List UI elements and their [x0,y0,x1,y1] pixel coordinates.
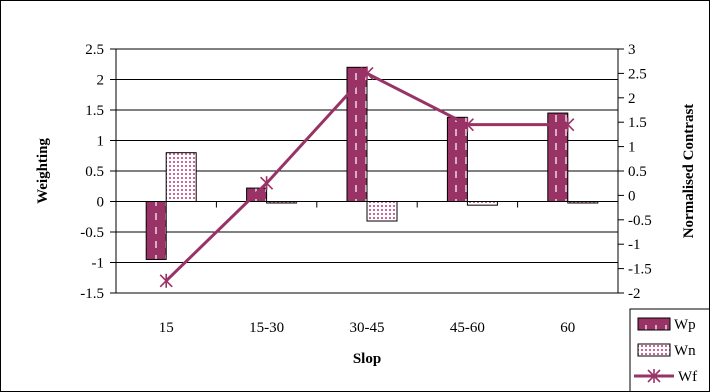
y2-tick-label: -1.5 [628,262,652,278]
legend-marker-wf [647,369,661,383]
legend-label-wf: Wf [678,369,697,385]
y-tick-label: -1.5 [80,286,104,302]
wf-marker [460,117,474,132]
y-tick-label: -0.5 [80,225,104,241]
y-tick-label: 2 [97,73,105,89]
x-axis-title: Slop [353,351,381,367]
y2-tick-label: 2.5 [628,66,647,82]
y2-tick-label: -0.5 [628,213,652,229]
wf-marker [260,176,274,191]
legend-swatch-wn [637,343,671,357]
y2-tick-label: -2 [628,286,641,302]
wf-marker [360,66,374,81]
bar-wp [145,201,167,260]
y2-tick-label: 1 [628,140,636,156]
bar-wn [366,201,398,222]
y2-tick-label: 0.5 [628,164,647,180]
y-tick-label: 0.5 [85,164,104,180]
wf-marker [159,273,173,288]
y-tick-label: 0 [97,195,105,211]
y2-tick-label: 3 [628,42,636,58]
y2-tick-label: 0 [628,188,636,204]
y-tick-label: 1 [97,134,105,150]
legend-label-wp: Wp [674,317,696,333]
x-tick-label: 45-60 [450,320,485,336]
bars [145,66,599,260]
bar-wp [346,66,368,202]
x-tick-label: 15-30 [249,320,284,336]
y2-tick-label: -1 [628,237,641,253]
bar-wn [165,152,197,202]
y-axis-title: Weighting [35,138,51,204]
legend-swatch-wp [637,317,671,331]
wf-marker [561,117,575,132]
legend: Wp Wn Wf [629,308,709,391]
x-tick-label: 30-45 [350,320,385,336]
y-tick-label: -1 [92,256,105,272]
x-tick-label: 60 [560,320,575,336]
y2-tick-label: 2 [628,91,636,107]
x-tick-label: 15 [159,320,174,336]
bar-wn [466,201,498,206]
axes [110,48,624,294]
wf-line [159,66,575,288]
bar-wp [547,112,569,202]
legend-label-wn: Wn [674,343,696,359]
axis-titles: Slop Weighting Normalised Contrast [35,104,697,367]
y2-axis-title: Normalised Contrast [681,104,697,239]
y-tick-label: 2.5 [85,42,104,58]
tick-labels: -1.5 -1 -0.5 0 0.5 1 1.5 2 2.5 -2 -1.5 -1 -0.5 0 0.5 1 1… [80,42,652,336]
y2-tick-label: 1.5 [628,115,647,131]
bar-wp [446,116,468,202]
y-tick-label: 1.5 [85,103,104,119]
